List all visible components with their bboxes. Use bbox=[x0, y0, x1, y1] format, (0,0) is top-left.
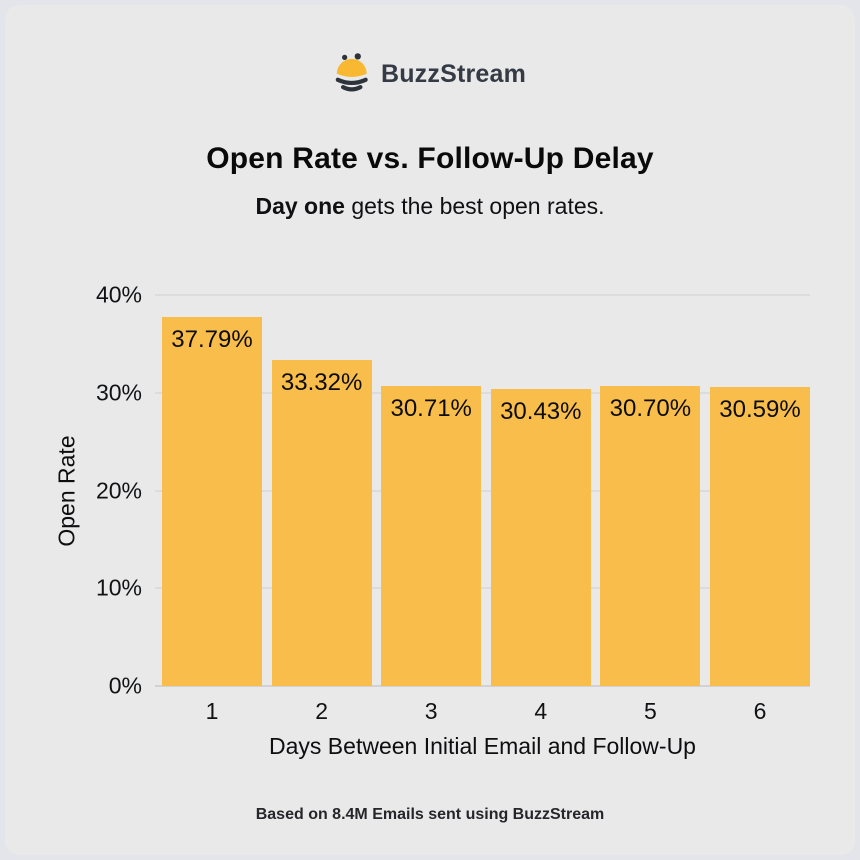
x-tick-label-1: 1 bbox=[205, 698, 219, 724]
bar-day-5: 30.70% bbox=[600, 385, 701, 686]
gridline-0 bbox=[155, 685, 810, 687]
chart-subtitle: Day one gets the best open rates. bbox=[5, 193, 855, 220]
chart-title: Open Rate vs. Follow-Up Delay bbox=[206, 142, 654, 175]
y-axis-tick-labels: 0% 10% 20% 30% 40% bbox=[5, 282, 142, 699]
bar-day-2: 33.32% bbox=[271, 360, 372, 686]
brand-logo: BuzzStream bbox=[5, 53, 855, 95]
gridline-20 bbox=[155, 489, 810, 492]
subtitle-emphasis: Day one bbox=[255, 193, 345, 219]
bar-day-6: 30.59% bbox=[709, 386, 810, 686]
bar-value-label: 30.70% bbox=[609, 394, 692, 422]
bar-value-label: 30.43% bbox=[500, 397, 582, 425]
source-note: Based on 8.4M Emails sent using BuzzStre… bbox=[255, 806, 605, 823]
y-tick-label-40: 40% bbox=[95, 281, 142, 308]
plot-area: 37.79% 33.32% 30.71% 30.43% 30.70% 30.59% bbox=[155, 294, 810, 687]
bar-value-label: 33.32% bbox=[280, 369, 363, 397]
gridline-30 bbox=[155, 391, 810, 394]
bar-value-label: 30.71% bbox=[390, 394, 472, 422]
x-tick-label-5: 5 bbox=[643, 698, 657, 724]
bar-day-1: 37.79% bbox=[162, 316, 262, 686]
x-tick-label-2: 2 bbox=[315, 698, 328, 724]
subtitle-rest: gets the best open rates. bbox=[344, 193, 605, 219]
bar-day-4: 30.43% bbox=[490, 388, 591, 686]
bar-series: 37.79% 33.32% 30.71% 30.43% 30.70% 30.59% bbox=[155, 295, 810, 686]
x-tick-label-4: 4 bbox=[534, 698, 548, 724]
x-axis-title: Days Between Initial Email and Follow-Up bbox=[269, 733, 696, 759]
gridline-40 bbox=[155, 294, 810, 296]
y-tick-label-0: 0% bbox=[108, 672, 142, 699]
y-tick-label-30: 30% bbox=[95, 379, 142, 406]
gridline-10 bbox=[155, 587, 810, 590]
x-tick-label-6: 6 bbox=[753, 698, 767, 724]
infographic-card: BuzzStream Open Rate vs. Follow-Up Delay… bbox=[5, 5, 855, 855]
bar-value-label: 37.79% bbox=[171, 325, 253, 353]
brand-name: BuzzStream bbox=[380, 59, 527, 88]
x-axis-tick-labels: 1 2 3 4 5 6 bbox=[155, 698, 810, 725]
bar-value-label: 30.59% bbox=[719, 395, 801, 423]
bee-icon bbox=[335, 53, 368, 92]
y-tick-label-20: 20% bbox=[95, 477, 142, 503]
y-tick-label-10: 10% bbox=[95, 574, 142, 601]
bar-day-3: 30.71% bbox=[381, 385, 482, 686]
x-tick-label-3: 3 bbox=[424, 698, 438, 724]
